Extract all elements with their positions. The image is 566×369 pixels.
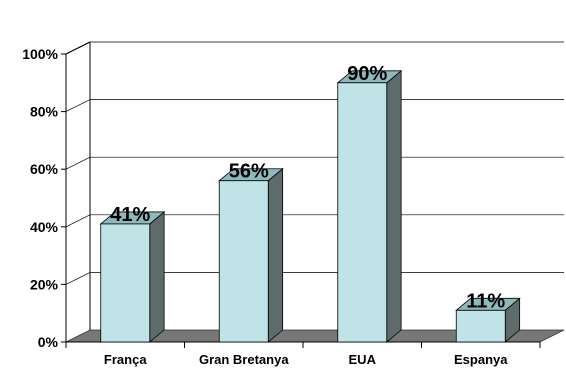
bar-side-EUA — [386, 69, 402, 343]
gridline-side-80 — [65, 99, 91, 112]
gridline-side-40 — [65, 214, 91, 228]
bar-Gran Bretanya — [218, 167, 284, 343]
category-label-EUA: EUA — [349, 352, 377, 367]
bars — [99, 69, 521, 343]
y-axis-top-connector — [65, 41, 91, 55]
y-tick-label-40: 40% — [30, 219, 59, 235]
bar-Espanya — [455, 297, 521, 343]
category-label-Gran Bretanya: Gran Bretanya — [199, 352, 289, 367]
data-label-Espanya: 11% — [466, 290, 505, 312]
data-label-França: 41% — [110, 204, 150, 226]
bar-side-França — [149, 211, 165, 343]
bar-França — [99, 211, 166, 343]
bar-front-Espanya — [455, 309, 506, 343]
y-tick-label-100: 100% — [22, 46, 58, 62]
bar-front-Gran Bretanya — [218, 180, 269, 343]
data-labels: 41% 56% 90% 11% — [110, 63, 505, 313]
data-label-EUA: 90% — [347, 63, 387, 85]
gridlines — [65, 41, 564, 285]
bar-side-Gran Bretanya — [267, 167, 284, 343]
category-labels: França Gran Bretanya EUA Espanya — [104, 352, 508, 367]
bar-EUA — [336, 69, 403, 343]
y-tick-label-0: 0% — [38, 334, 59, 350]
y-tick-label-80: 80% — [30, 104, 59, 120]
gridline-side-20 — [65, 272, 91, 285]
y-tick-labels: 0% 20% 40% 60% 80% 100% — [22, 46, 58, 350]
category-label-Espanya: Espanya — [454, 352, 508, 367]
category-label-França: França — [104, 352, 147, 367]
bar-front-EUA — [337, 82, 388, 343]
bar-front-França — [100, 223, 151, 343]
y-tick-label-20: 20% — [30, 276, 59, 292]
y-tick-label-60: 60% — [30, 161, 59, 177]
data-label-Gran Bretanya: 56% — [229, 161, 269, 183]
gridline-side-60 — [65, 156, 91, 170]
